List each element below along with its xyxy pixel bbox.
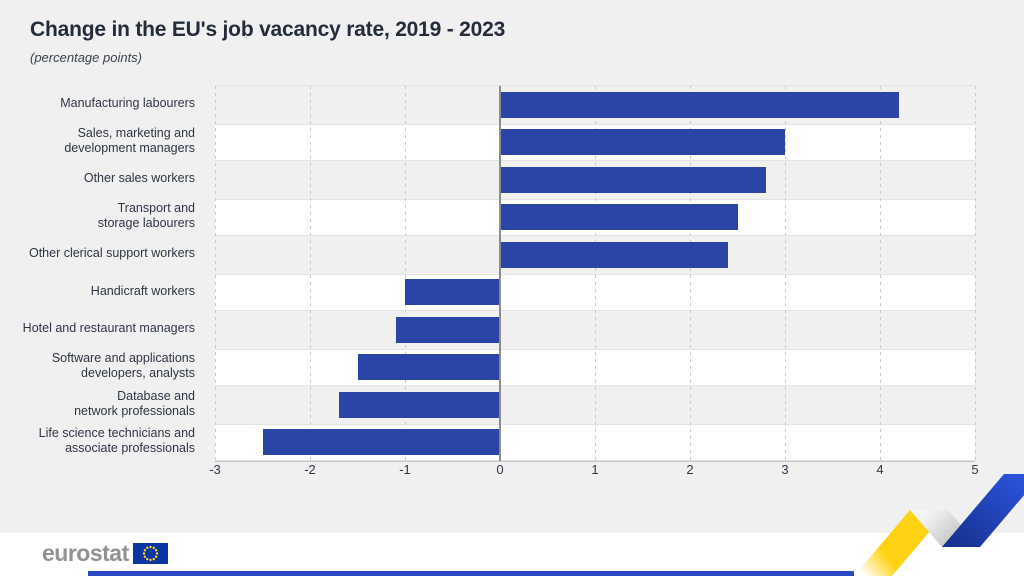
x-tick-label: 5 bbox=[971, 462, 979, 477]
eurostat-logo-text: eurostat bbox=[42, 540, 129, 566]
gridline bbox=[975, 86, 976, 461]
bar bbox=[500, 166, 766, 193]
bottom-accent-bar bbox=[88, 571, 854, 576]
category-label: Other sales workers bbox=[83, 171, 195, 186]
bar bbox=[500, 241, 728, 268]
category-label: Sales, marketing and development manager… bbox=[64, 126, 195, 156]
page-subtitle: (percentage points) bbox=[30, 50, 143, 65]
x-tick-label: -3 bbox=[209, 462, 221, 477]
bar bbox=[357, 354, 500, 381]
category-label: Transport and storage labourers bbox=[97, 201, 195, 231]
eu-flag-icon bbox=[132, 543, 168, 564]
chart-plot-area bbox=[215, 85, 976, 462]
x-tick-label: 3 bbox=[781, 462, 789, 477]
zero-axis-line bbox=[499, 86, 501, 461]
x-tick-label: 1 bbox=[591, 462, 599, 477]
x-tick-label: -2 bbox=[304, 462, 316, 477]
gridline bbox=[405, 86, 406, 461]
category-label: Software and applications developers, an… bbox=[51, 351, 195, 381]
category-label: Database and network professionals bbox=[74, 388, 195, 418]
page-title: Change in the EU's job vacancy rate, 201… bbox=[30, 18, 506, 41]
gridline bbox=[690, 86, 691, 461]
gridline bbox=[595, 86, 596, 461]
x-tick-label: 2 bbox=[686, 462, 694, 477]
bar bbox=[500, 204, 738, 231]
bar bbox=[262, 429, 500, 456]
x-tick-label: -1 bbox=[399, 462, 411, 477]
x-tick-label: 4 bbox=[876, 462, 884, 477]
footer-band bbox=[0, 533, 1024, 576]
gridline bbox=[880, 86, 881, 461]
gridline bbox=[785, 86, 786, 461]
category-label: Other clerical support workers bbox=[28, 246, 195, 261]
category-label: Handicraft workers bbox=[90, 283, 195, 298]
category-label: Manufacturing labourers bbox=[60, 96, 195, 111]
x-tick-label: 0 bbox=[496, 462, 504, 477]
x-axis: -3 -2 -1 0 1 2 3 4 5 bbox=[209, 462, 979, 482]
bar bbox=[395, 316, 500, 343]
bar bbox=[500, 91, 899, 118]
eurostat-logo: eurostat bbox=[42, 542, 168, 565]
category-label: Hotel and restaurant managers bbox=[22, 321, 195, 336]
category-label: Life science technicians and associate p… bbox=[38, 426, 195, 456]
bar bbox=[500, 129, 785, 156]
gridline bbox=[215, 86, 216, 461]
bar bbox=[405, 279, 500, 306]
gridline bbox=[310, 86, 311, 461]
zigzag-ribbon-icon bbox=[854, 474, 1024, 576]
bar bbox=[338, 391, 500, 418]
category-axis: Manufacturing labourers Sales, marketing … bbox=[0, 85, 205, 460]
